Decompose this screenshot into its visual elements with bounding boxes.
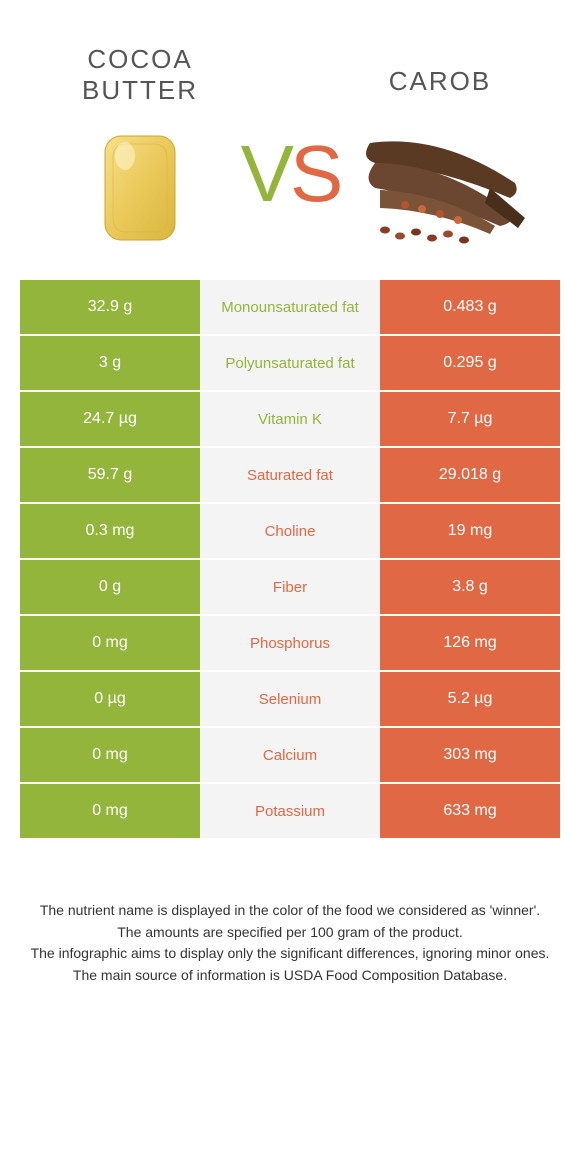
vs-s: S <box>290 128 339 220</box>
footer-line: The main source of information is USDA F… <box>30 965 550 987</box>
table-row: 0 mgPhosphorus126 mg <box>20 616 560 672</box>
table-row: 0.3 mgCholine19 mg <box>20 504 560 560</box>
value-left: 59.7 g <box>20 448 200 502</box>
value-right: 633 mg <box>380 784 560 838</box>
carob-icon <box>350 128 530 248</box>
cocoa-butter-icon <box>95 128 185 248</box>
value-right: 0.295 g <box>380 336 560 390</box>
value-left: 24.7 µg <box>20 392 200 446</box>
value-right: 0.483 g <box>380 280 560 334</box>
value-left: 0 mg <box>20 728 200 782</box>
food-right-title: CAROB <box>389 40 491 110</box>
value-right: 126 mg <box>380 616 560 670</box>
table-row: 59.7 gSaturated fat29.018 g <box>20 448 560 504</box>
footer-line: The amounts are specified per 100 gram o… <box>30 922 550 944</box>
table-row: 0 µgSelenium5.2 µg <box>20 672 560 728</box>
table-row: 32.9 gMonounsaturated fat0.483 g <box>20 280 560 336</box>
value-right: 5.2 µg <box>380 672 560 726</box>
value-right: 29.018 g <box>380 448 560 502</box>
value-left: 0 mg <box>20 616 200 670</box>
table-row: 3 gPolyunsaturated fat0.295 g <box>20 336 560 392</box>
nutrient-label: Fiber <box>200 560 380 614</box>
value-right: 7.7 µg <box>380 392 560 446</box>
nutrient-label: Calcium <box>200 728 380 782</box>
value-left: 0 µg <box>20 672 200 726</box>
table-row: 24.7 µgVitamin K7.7 µg <box>20 392 560 448</box>
value-right: 19 mg <box>380 504 560 558</box>
footer-notes: The nutrient name is displayed in the co… <box>0 900 580 987</box>
value-left: 32.9 g <box>20 280 200 334</box>
header: COCOABUTTER VS CAROB <box>0 0 580 260</box>
nutrient-label: Saturated fat <box>200 448 380 502</box>
nutrient-table: 32.9 gMonounsaturated fat0.483 g3 gPolyu… <box>20 280 560 840</box>
table-row: 0 mgCalcium303 mg <box>20 728 560 784</box>
food-left: COCOABUTTER <box>40 40 240 248</box>
nutrient-label: Choline <box>200 504 380 558</box>
nutrient-label: Potassium <box>200 784 380 838</box>
food-right: CAROB <box>340 40 540 248</box>
vs-label: VS <box>241 128 340 220</box>
value-left: 0 mg <box>20 784 200 838</box>
nutrient-label: Phosphorus <box>200 616 380 670</box>
vs-v: V <box>241 128 290 220</box>
value-left: 0.3 mg <box>20 504 200 558</box>
table-row: 0 mgPotassium633 mg <box>20 784 560 840</box>
nutrient-label: Polyunsaturated fat <box>200 336 380 390</box>
value-left: 0 g <box>20 560 200 614</box>
value-right: 3.8 g <box>380 560 560 614</box>
value-right: 303 mg <box>380 728 560 782</box>
footer-line: The nutrient name is displayed in the co… <box>30 900 550 922</box>
value-left: 3 g <box>20 336 200 390</box>
footer-line: The infographic aims to display only the… <box>30 943 550 965</box>
nutrient-label: Monounsaturated fat <box>200 280 380 334</box>
nutrient-label: Selenium <box>200 672 380 726</box>
nutrient-label: Vitamin K <box>200 392 380 446</box>
food-left-title: COCOABUTTER <box>82 40 198 110</box>
table-row: 0 gFiber3.8 g <box>20 560 560 616</box>
